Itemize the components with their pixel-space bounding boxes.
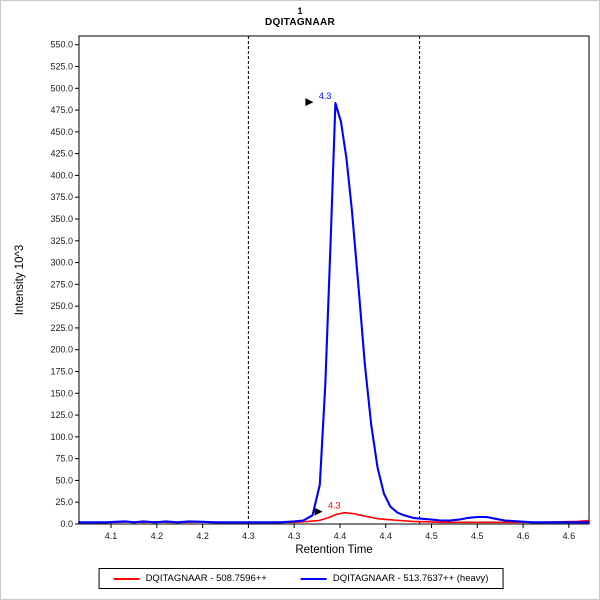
x-tick-label: 4.1 (105, 531, 118, 541)
x-tick-label: 4.4 (379, 531, 392, 541)
y-tick-label: 350.0 (50, 214, 73, 224)
legend-label-heavy: DQITAGNAAR - 513.7637++ (heavy) (332, 573, 489, 584)
y-tick-label: 25.0 (55, 497, 73, 507)
y-tick-label: 275.0 (50, 279, 73, 289)
y-tick-label: 50.0 (55, 475, 73, 485)
x-tick-label: 4.2 (196, 531, 209, 541)
y-tick-label: 325.0 (50, 236, 73, 246)
y-axis-title: Intensity 10^3 (14, 244, 26, 316)
y-tick-label: 375.0 (50, 192, 73, 202)
y-tick-label: 550.0 (50, 40, 73, 50)
legend: DQITAGNAAR - 508.7596++ DQITAGNAAR - 513… (98, 568, 504, 589)
y-tick-label: 250.0 (50, 301, 73, 311)
legend-item-heavy: DQITAGNAAR - 513.7637++ (heavy) (300, 573, 489, 584)
legend-item-light: DQITAGNAAR - 508.7596++ (113, 573, 267, 584)
peak-rt-annotation[interactable]: 4.3 (319, 91, 332, 101)
y-tick-label: 500.0 (50, 83, 73, 93)
plot-frame (78, 35, 590, 525)
x-axis-title: Retention Time (295, 544, 373, 556)
y-tick-label: 300.0 (50, 258, 73, 268)
chart-title: 1 DQITAGNAAR (1, 6, 599, 28)
x-tick-label: 4.5 (425, 531, 438, 541)
annotation-arrow-icon (314, 507, 323, 516)
peptide-title: DQITAGNAAR (264, 17, 336, 28)
y-tick-label: 475.0 (50, 105, 73, 115)
x-tick-label: 4.4 (334, 531, 347, 541)
x-tick-label: 4.6 (563, 531, 576, 541)
y-tick-label: 175.0 (50, 367, 73, 377)
peak-rt-annotation[interactable]: 4.3 (328, 501, 341, 511)
y-tick-label: 150.0 (50, 388, 73, 398)
y-tick-label: 100.0 (50, 432, 73, 442)
x-tick-label: 4.2 (151, 531, 164, 541)
y-tick-label: 450.0 (50, 127, 73, 137)
annotation-arrow-icon (305, 98, 314, 107)
y-tick-label: 200.0 (50, 345, 73, 355)
y-tick-label: 425.0 (50, 149, 73, 159)
x-tick-label: 4.6 (517, 531, 530, 541)
y-tick-label: 225.0 (50, 323, 73, 333)
replicate-title: 1 (297, 6, 303, 16)
heavy-series-swatch (300, 577, 327, 580)
series-heavy (77, 102, 591, 524)
y-tick-label: 125.0 (50, 410, 73, 420)
y-tick-label: 75.0 (55, 454, 73, 464)
y-tick-label: 0.0 (60, 519, 73, 529)
y-tick-label: 400.0 (50, 170, 73, 180)
legend-label-light: DQITAGNAAR - 508.7596++ (145, 573, 267, 584)
light-series-swatch (113, 577, 140, 580)
x-tick-label: 4.3 (242, 531, 255, 541)
x-tick-label: 4.3 (288, 531, 301, 541)
y-tick-label: 525.0 (50, 62, 73, 72)
x-tick-label: 4.5 (471, 531, 484, 541)
